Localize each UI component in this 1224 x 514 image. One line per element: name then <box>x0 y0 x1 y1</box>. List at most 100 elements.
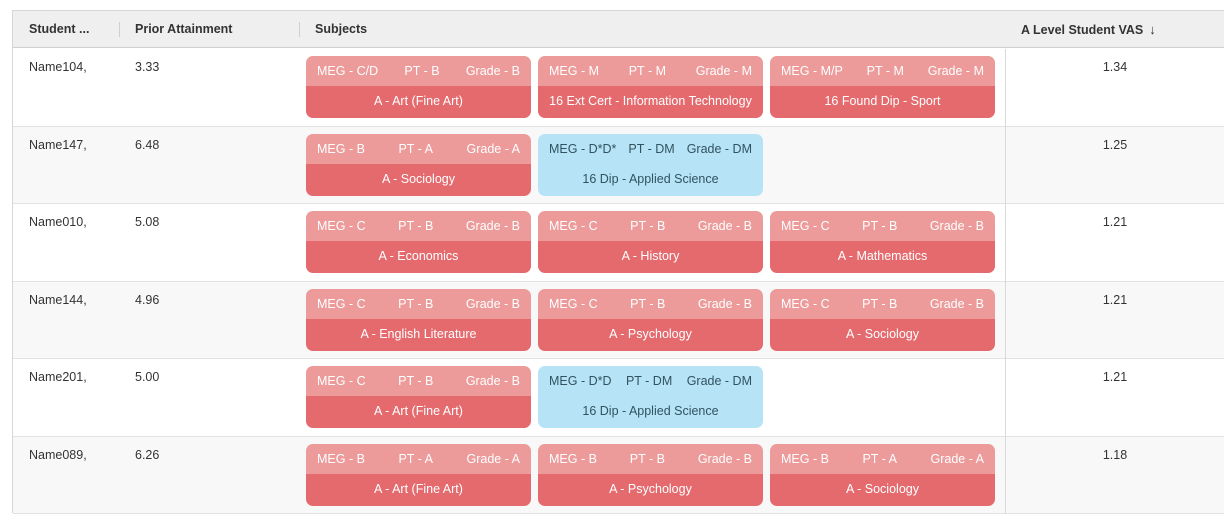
subject-name: A - Psychology <box>538 319 763 351</box>
subject-meg: MEG - D*D <box>549 374 612 388</box>
subject-meg: MEG - C <box>317 297 366 311</box>
subject-meg: MEG - C <box>549 219 598 233</box>
subject-card-grades: MEG - C PT - B Grade - B <box>770 211 995 241</box>
subject-grade: Grade - B <box>698 219 752 233</box>
column-header-subjects[interactable]: Subjects <box>315 11 367 48</box>
vas-value: 1.18 <box>1005 448 1224 462</box>
prior-attainment-value: 4.96 <box>135 293 159 307</box>
subject-meg: MEG - B <box>317 142 365 156</box>
subject-name: A - Sociology <box>306 164 531 196</box>
subject-meg: MEG - C <box>549 297 598 311</box>
subject-card[interactable]: MEG - M/P PT - M Grade - M 16 Found Dip - S… <box>770 56 995 118</box>
subject-name: 16 Dip - Applied Science <box>538 396 763 428</box>
subject-pt: PT - B <box>398 219 433 233</box>
subject-pt: PT - M <box>867 64 904 78</box>
subject-grade: Grade - A <box>931 452 985 466</box>
subject-grade: Grade - B <box>466 219 520 233</box>
subject-name: 16 Dip - Applied Science <box>538 164 763 196</box>
subject-pt: PT - B <box>862 297 897 311</box>
student-name: Name010, <box>29 215 87 229</box>
table-row[interactable]: Name201, 5.00 MEG - C PT - B Grade - B A - Ar… <box>13 359 1224 437</box>
subject-meg: MEG - B <box>549 452 597 466</box>
subject-card[interactable]: MEG - C PT - B Grade - B A - Art (Fine Art) <box>306 366 531 428</box>
subject-card[interactable]: MEG - B PT - A Grade - A A - Sociology <box>306 134 531 196</box>
subject-card-grades: MEG - C PT - B Grade - B <box>306 366 531 396</box>
subject-meg: MEG - C <box>781 297 830 311</box>
column-header-prior-attainment[interactable]: Prior Attainment <box>135 11 232 48</box>
student-name: Name089, <box>29 448 87 462</box>
subject-grade: Grade - M <box>928 64 984 78</box>
subject-pt: PT - B <box>862 219 897 233</box>
subject-name: 16 Found Dip - Sport <box>770 86 995 118</box>
subject-pt: PT - M <box>629 64 666 78</box>
subject-grade: Grade - DM <box>687 374 752 388</box>
subject-name: A - Sociology <box>770 319 995 351</box>
subject-grade: Grade - B <box>698 452 752 466</box>
subject-name: A - Economics <box>306 241 531 273</box>
column-separator[interactable] <box>119 22 120 37</box>
subject-name: A - Art (Fine Art) <box>306 396 531 428</box>
column-separator[interactable] <box>299 22 300 37</box>
subject-grade: Grade - B <box>930 297 984 311</box>
subject-meg: MEG - B <box>317 452 365 466</box>
subject-meg: MEG - C <box>317 374 366 388</box>
prior-attainment-value: 6.48 <box>135 138 159 152</box>
vas-value: 1.34 <box>1005 60 1224 74</box>
table-row[interactable]: Name147, 6.48 MEG - B PT - A Grade - A A - So… <box>13 127 1224 205</box>
student-name: Name144, <box>29 293 87 307</box>
subject-card-grades: MEG - M/P PT - M Grade - M <box>770 56 995 86</box>
student-name: Name147, <box>29 138 87 152</box>
subject-grade: Grade - A <box>467 452 521 466</box>
arrow-down-icon[interactable]: ↓ <box>1149 11 1156 48</box>
vas-value: 1.21 <box>1005 293 1224 307</box>
prior-attainment-value: 6.26 <box>135 448 159 462</box>
column-header-student[interactable]: Student ... <box>29 11 89 48</box>
subject-pt: PT - A <box>862 452 897 466</box>
vas-value: 1.21 <box>1005 370 1224 384</box>
prior-attainment-value: 5.00 <box>135 370 159 384</box>
subject-pt: PT - DM <box>628 142 674 156</box>
prior-attainment-value: 3.33 <box>135 60 159 74</box>
subject-card[interactable]: MEG - C PT - B Grade - B A - Mathematics <box>770 211 995 273</box>
subject-grade: Grade - DM <box>687 142 752 156</box>
table-row[interactable]: Name144, 4.96 MEG - C PT - B Grade - B A - En… <box>13 282 1224 360</box>
subject-pt: PT - A <box>398 142 433 156</box>
student-name: Name201, <box>29 370 87 384</box>
subject-name: A - Art (Fine Art) <box>306 474 531 506</box>
column-header-vas[interactable]: A Level Student VAS↓ <box>1021 11 1156 48</box>
subject-pt: PT - B <box>398 374 433 388</box>
subject-card-grades: MEG - B PT - A Grade - A <box>306 134 531 164</box>
subject-card[interactable]: MEG - C PT - B Grade - B A - Economics <box>306 211 531 273</box>
subject-card-grades: MEG - C PT - B Grade - B <box>306 211 531 241</box>
subject-name: A - Mathematics <box>770 241 995 273</box>
subject-pt: PT - B <box>398 297 433 311</box>
subject-grade: Grade - A <box>467 142 521 156</box>
subject-card[interactable]: MEG - C PT - B Grade - B A - Sociology <box>770 289 995 351</box>
subject-grade: Grade - B <box>930 219 984 233</box>
subject-name: A - English Literature <box>306 319 531 351</box>
subject-grade: Grade - B <box>466 374 520 388</box>
subject-meg: MEG - M/P <box>781 64 843 78</box>
vas-value: 1.21 <box>1005 215 1224 229</box>
subject-meg: MEG - C <box>781 219 830 233</box>
subject-meg: MEG - C <box>317 219 366 233</box>
